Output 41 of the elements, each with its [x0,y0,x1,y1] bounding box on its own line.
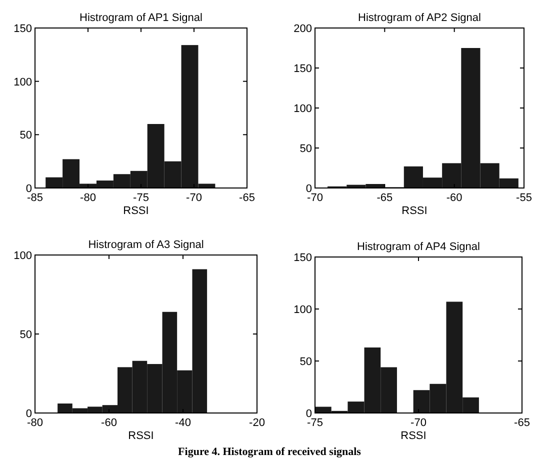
y-tick-label: 200 [294,23,312,35]
x-tick-label: -70 [410,417,426,429]
x-tick-label: -80 [80,192,96,204]
y-tick-label: 50 [300,143,312,155]
y-tick-label: 0 [26,408,32,420]
y-tick-label: 0 [26,183,32,195]
chart-title: Histrogram of A3 Signal [88,239,204,251]
x-tick-label: -65 [376,192,393,204]
x-tick-label: -20 [249,417,265,429]
x-tick-label: -65 [514,417,530,429]
y-tick-label: 100 [14,76,32,88]
x-tick-label: -55 [516,192,532,204]
caption: Figure 4. Histogram of received signals [178,446,362,458]
y-tick-label: 150 [294,63,312,75]
x-axis-title: RSSI [402,205,428,217]
x-tick-label: -60 [446,192,462,204]
chart-title: Histrogram of AP4 Signal [357,241,480,253]
y-tick-label: 100 [294,304,312,316]
x-tick-label: -85 [27,192,43,204]
y-tick-label: 150 [294,252,312,264]
y-tick-label: 0 [306,408,312,420]
x-tick-label: -40 [175,417,191,429]
y-tick-label: 50 [20,130,32,142]
x-tick-label: -70 [186,192,202,204]
y-tick-label: 150 [14,23,32,35]
x-axis-title: RSSI [128,430,154,442]
y-tick-label: 50 [300,356,312,368]
y-tick-label: 0 [306,183,312,195]
x-axis-title: RSSI [400,430,426,442]
x-tick-label: -65 [239,192,255,204]
x-tick-label: -75 [307,417,323,429]
chart-title: Histrogram of AP1 Signal [80,12,202,24]
x-tick-label: -75 [133,192,149,204]
chart-title: Histrogram of AP2 Signal [358,12,481,24]
y-tick-label: 50 [20,329,32,341]
x-tick-label: -70 [307,192,323,204]
x-tick-label: -80 [27,417,43,429]
y-tick-label: 100 [294,103,312,115]
y-tick-label: 100 [14,250,32,262]
x-axis-title: RSSI [123,205,149,217]
x-tick-label: -60 [101,417,117,429]
